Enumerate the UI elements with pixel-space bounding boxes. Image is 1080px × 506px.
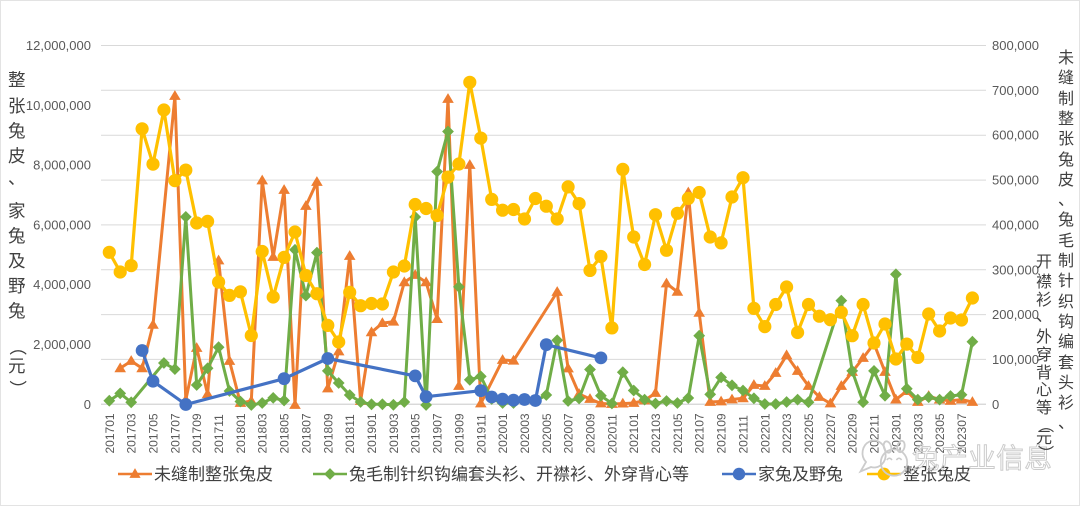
svg-text:400,000: 400,000 [992, 217, 1039, 232]
svg-text:12,000,000: 12,000,000 [26, 38, 91, 53]
svg-text:201905: 201905 [409, 413, 423, 453]
svg-text:202103: 202103 [649, 413, 663, 453]
svg-text:202205: 202205 [802, 413, 816, 453]
svg-text:4,000,000: 4,000,000 [33, 277, 91, 292]
svg-text:201911: 201911 [474, 414, 488, 453]
svg-text:202207: 202207 [824, 413, 838, 453]
svg-text:202109: 202109 [715, 413, 729, 453]
svg-text:兔产业信息: 兔产业信息 [912, 443, 1053, 474]
svg-text:202201: 202201 [758, 413, 772, 453]
svg-text:202307: 202307 [955, 413, 969, 453]
svg-text:201711: 201711 [212, 414, 226, 453]
svg-text:201707: 201707 [168, 413, 182, 453]
svg-text:201705: 201705 [147, 413, 161, 453]
svg-text:202305: 202305 [933, 413, 947, 453]
svg-text:整张兔皮: 整张兔皮 [903, 465, 971, 484]
svg-text:800,000: 800,000 [992, 38, 1039, 53]
svg-text:202111: 202111 [737, 415, 751, 454]
svg-text:202303: 202303 [911, 413, 925, 453]
svg-text:201909: 201909 [452, 413, 466, 453]
svg-text:600,000: 600,000 [992, 128, 1039, 143]
svg-text:202101: 202101 [627, 413, 641, 453]
svg-text:202011: 202011 [605, 414, 619, 453]
svg-text:2,000,000: 2,000,000 [33, 337, 91, 352]
svg-text:201807: 201807 [299, 413, 313, 453]
svg-text:8,000,000: 8,000,000 [33, 158, 91, 173]
svg-text:202209: 202209 [846, 413, 860, 453]
svg-text:201811: 201811 [343, 414, 357, 453]
svg-text:700,000: 700,000 [992, 83, 1039, 98]
svg-text:202203: 202203 [780, 413, 794, 453]
svg-text:201809: 201809 [321, 413, 335, 453]
svg-text:201709: 201709 [190, 413, 204, 453]
svg-text:10,000,000: 10,000,000 [26, 98, 91, 113]
svg-text:202009: 202009 [584, 413, 598, 453]
svg-text:未缝制整张兔皮: 未缝制整张兔皮 [154, 465, 273, 484]
svg-text:6,000,000: 6,000,000 [33, 217, 91, 232]
svg-text:202211: 202211 [868, 414, 882, 453]
svg-text:200,000: 200,000 [992, 307, 1039, 322]
svg-text:201903: 201903 [387, 413, 401, 453]
svg-text:0: 0 [84, 397, 91, 412]
svg-text:家兔及野兔: 家兔及野兔 [758, 465, 843, 484]
svg-text:兔毛制针织钩编套头衫、开襟衫、外穿背心等: 兔毛制针织钩编套头衫、开襟衫、外穿背心等 [349, 465, 689, 484]
svg-text:201803: 201803 [256, 413, 270, 453]
svg-text:202003: 202003 [518, 413, 532, 453]
svg-text:201701: 201701 [103, 413, 117, 453]
svg-text:202007: 202007 [562, 413, 576, 453]
svg-text:201901: 201901 [365, 413, 379, 453]
svg-text:201801: 201801 [234, 413, 248, 453]
svg-text:500,000: 500,000 [992, 173, 1039, 188]
svg-text:201703: 201703 [125, 413, 139, 453]
svg-text:300,000: 300,000 [992, 262, 1039, 277]
svg-text:201907: 201907 [431, 413, 445, 453]
svg-text:202005: 202005 [540, 413, 554, 453]
svg-text:0: 0 [992, 397, 999, 412]
svg-text:202107: 202107 [693, 413, 707, 453]
svg-text:100,000: 100,000 [992, 352, 1039, 367]
svg-text:201805: 201805 [278, 413, 292, 453]
svg-text:202001: 202001 [496, 413, 510, 453]
svg-text:202301: 202301 [889, 413, 903, 453]
svg-text:202105: 202105 [671, 413, 685, 453]
